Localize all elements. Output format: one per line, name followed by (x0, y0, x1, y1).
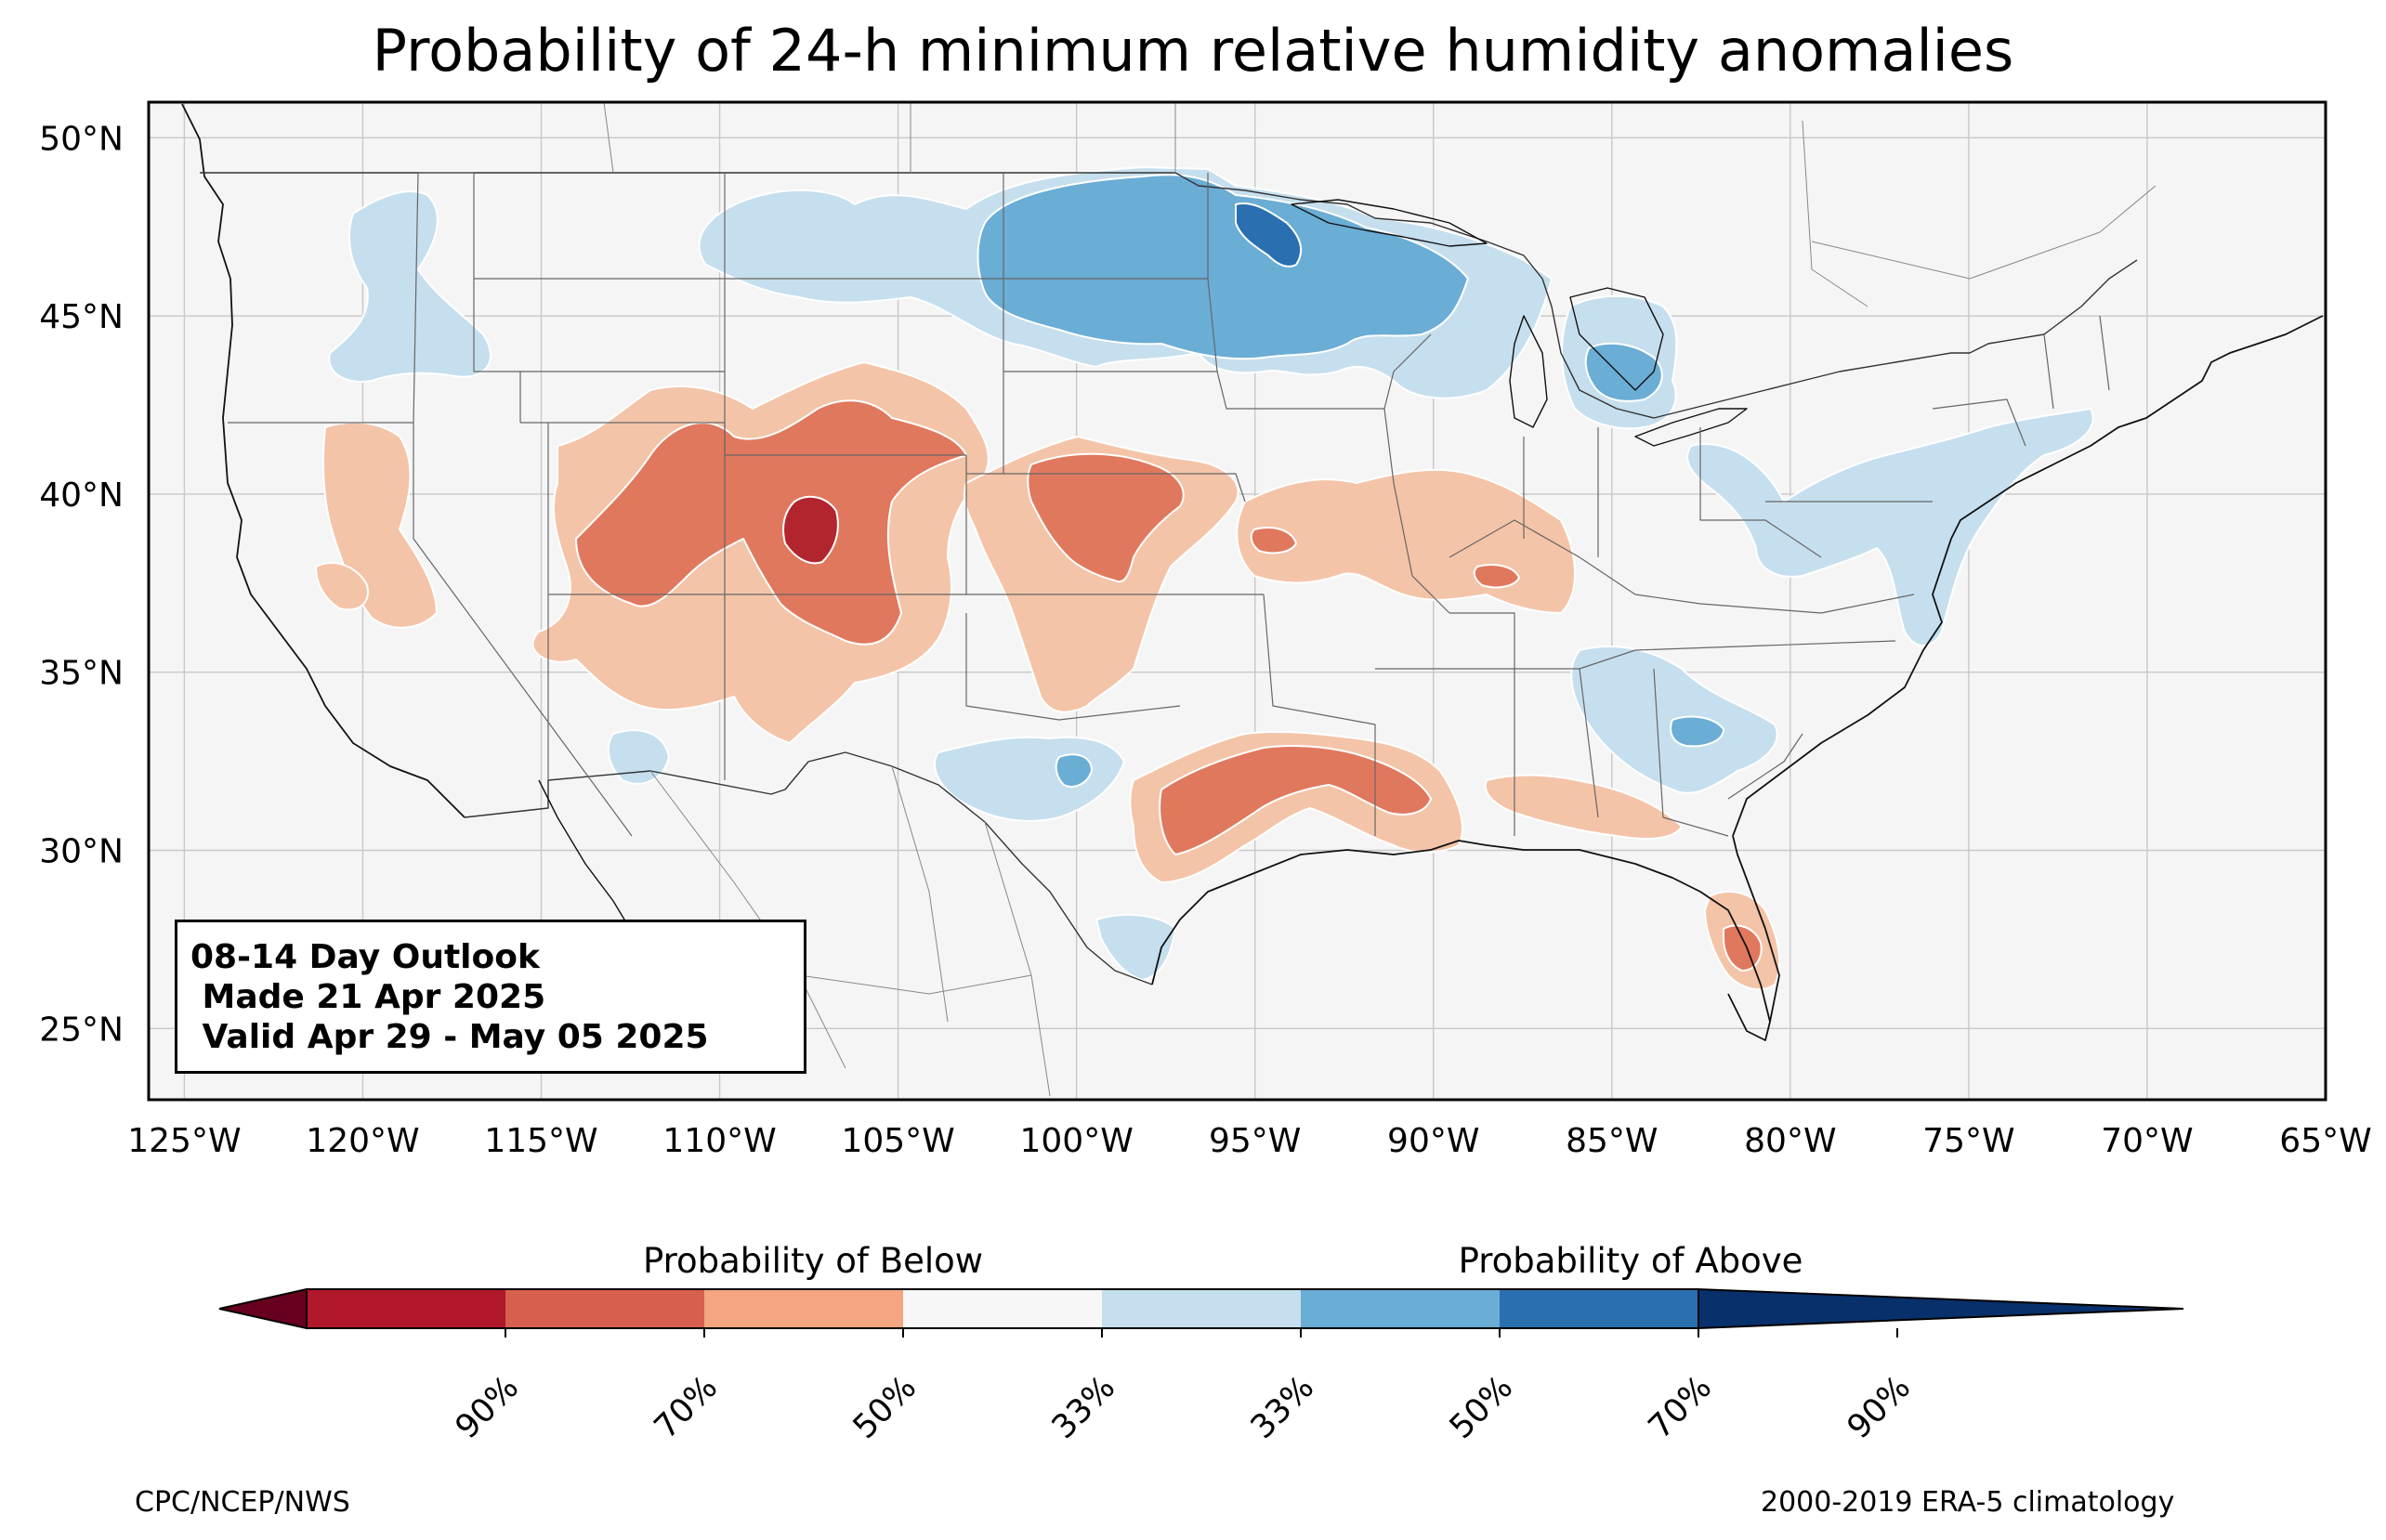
lake-erie (1634, 408, 1748, 447)
map-frame (147, 100, 2327, 1102)
florida-east-coast (1732, 835, 1780, 1023)
lon-label: 80°W (1744, 1122, 1836, 1160)
lake-michigan (1509, 315, 1548, 428)
state-borders (228, 172, 2110, 837)
colorbar-bin (704, 1289, 903, 1328)
colorbar-bin (1500, 1289, 1698, 1328)
colorbar-frame (306, 1288, 1699, 1329)
above-50-michigan (1584, 342, 1663, 402)
colorbar-bin (903, 1289, 1102, 1328)
outlook-period: 08-14 Day Outlook (190, 938, 540, 976)
lat-axis-labels: 25°N 30°N 35°N 40°N 45°N 50°N (39, 120, 124, 1049)
colorbar-bin (1301, 1289, 1500, 1328)
lat-label: 25°N (39, 1011, 124, 1049)
geo-outlines (181, 102, 2324, 1097)
lon-label: 125°W (127, 1122, 241, 1160)
lon-label: 120°W (306, 1122, 419, 1160)
lon-axis-labels: 125°W 120°W 115°W 110°W 105°W 100°W 95°W 90°W 85… (127, 1122, 2371, 1160)
lat-label: 45°N (39, 298, 124, 336)
colorbar-bin (505, 1289, 704, 1328)
pacific-coastline (181, 103, 465, 818)
below-50-central-plains (1027, 452, 1185, 583)
below-50-gulf-coast (1159, 745, 1432, 855)
above-50-west-texas (1055, 753, 1093, 788)
below-50-missouri (1250, 527, 1297, 555)
lon-label: 110°W (662, 1122, 776, 1160)
lon-label: 115°W (484, 1122, 597, 1160)
colorbar (218, 1287, 2184, 1338)
colorbar-bin (307, 1289, 505, 1328)
outlook-made-date: Made 21 Apr 2025 (190, 978, 546, 1016)
lon-label: 85°W (1566, 1122, 1658, 1160)
lon-label: 75°W (1922, 1122, 2014, 1160)
above-33-sw-arizona (607, 729, 670, 785)
gulf-coastline (1151, 840, 1771, 1041)
lake-superior (1291, 199, 1488, 247)
colorbar-above-title: Probability of Above (1458, 1241, 1803, 1281)
below-33-california (315, 562, 369, 611)
outlook-info-box: 08-14 Day Outlook Made 21 Apr 2025 Valid… (175, 920, 806, 1074)
colorbar-extend-below (218, 1287, 308, 1330)
lat-label: 35°N (39, 655, 124, 693)
lon-label: 105°W (841, 1122, 954, 1160)
colorbar-below-title: Probability of Below (642, 1241, 984, 1281)
lat-label: 30°N (39, 833, 124, 871)
lon-label: 90°W (1387, 1122, 1479, 1160)
above-50-upper-midwest (977, 174, 1469, 360)
lon-label: 65°W (2279, 1122, 2371, 1160)
above-33-northwest (328, 190, 492, 383)
lon-label: 100°W (1019, 1122, 1133, 1160)
below-50-kentucky (1473, 564, 1520, 589)
below-50-four-corners (575, 399, 967, 646)
colorbar-extend-above (1698, 1287, 2184, 1330)
footer-source: CPC/NCEP/NWS (135, 1486, 350, 1519)
lon-label: 70°W (2101, 1122, 2193, 1160)
lat-label: 40°N (39, 476, 124, 515)
below-70-colorado (782, 495, 839, 565)
lake-huron (1569, 287, 1664, 391)
map-title: Probability of 24-h minimum relative hum… (372, 17, 2014, 85)
lat-label: 50°N (39, 120, 124, 158)
above-33-mid-atlantic (1686, 408, 2094, 646)
footer-climatology: 2000-2019 ERA-5 climatology (1761, 1486, 2175, 1519)
above-33-south-texas (1095, 913, 1176, 981)
outlook-valid-dates: Valid Apr 29 - May 05 2025 (190, 1018, 709, 1056)
lon-label: 95°W (1209, 1122, 1301, 1160)
colorbar-bin (1102, 1289, 1301, 1328)
above-70-minnesota (1235, 202, 1303, 268)
above-50-georgia (1670, 715, 1724, 748)
atlantic-coastline (1732, 315, 2324, 837)
canada-border (200, 172, 2138, 419)
